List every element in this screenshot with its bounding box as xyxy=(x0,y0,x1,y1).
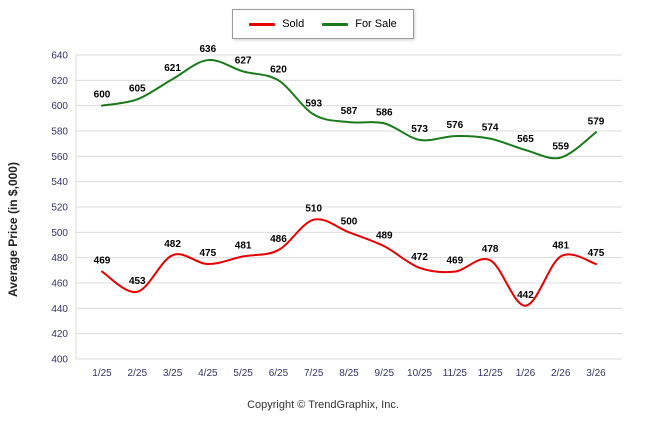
data-label: 586 xyxy=(376,107,393,118)
data-label: 574 xyxy=(482,123,499,134)
data-label: 510 xyxy=(305,204,322,215)
data-label: 478 xyxy=(482,244,499,255)
data-label: 475 xyxy=(588,248,605,259)
x-tick-label: 10/25 xyxy=(407,368,432,379)
data-label: 469 xyxy=(94,256,111,267)
x-tick-label: 2/25 xyxy=(128,368,148,379)
data-label: 469 xyxy=(447,256,464,267)
data-label: 565 xyxy=(517,134,534,145)
data-label: 587 xyxy=(341,106,358,117)
data-label: 621 xyxy=(164,63,181,74)
data-label: 576 xyxy=(447,120,464,131)
data-label: 627 xyxy=(235,55,252,66)
y-tick-label: 640 xyxy=(51,51,68,62)
data-label: 482 xyxy=(164,239,181,250)
plot-area: Average Price (in $,000) 400 420 440 460 480… xyxy=(0,39,646,391)
y-tick-label: 600 xyxy=(51,101,68,112)
data-label: 453 xyxy=(129,276,146,287)
y-tick-label: 580 xyxy=(51,127,68,138)
y-axis-title: Average Price (in $,000) xyxy=(6,162,20,297)
y-tick-label: 440 xyxy=(51,304,68,315)
x-tick-label: 6/25 xyxy=(269,368,289,379)
y-tick-label: 460 xyxy=(51,279,68,290)
y-tick-label: 560 xyxy=(51,152,68,163)
x-tick-label: 11/25 xyxy=(443,368,468,379)
line-chart: 400 420 440 460 480 500 520 540 560 580 600 620 640 1… xyxy=(51,44,622,379)
x-tick-label: 4/25 xyxy=(198,368,218,379)
data-label: 486 xyxy=(270,234,287,245)
y-tick-label: 540 xyxy=(51,177,68,188)
data-label: 636 xyxy=(200,44,217,55)
legend-line-sample xyxy=(322,22,349,26)
y-tick-label: 480 xyxy=(51,253,68,264)
data-label: 579 xyxy=(588,116,605,127)
data-label: 442 xyxy=(517,290,534,301)
data-label: 605 xyxy=(129,83,146,94)
data-label: 600 xyxy=(94,90,111,101)
x-tick-label: 5/25 xyxy=(233,368,253,379)
copyright-text: Copyright © TrendGraphix, Inc. xyxy=(247,399,399,411)
legend-line-sample xyxy=(249,22,276,26)
data-label: 481 xyxy=(552,240,569,251)
legend-item-sold: Sold xyxy=(249,18,304,30)
y-tick-label: 400 xyxy=(51,355,68,366)
legend-item-for-sale: For Sale xyxy=(322,18,397,30)
x-tick-label: 12/25 xyxy=(478,368,503,379)
data-label: 559 xyxy=(552,142,569,153)
x-tick-label: 2/26 xyxy=(551,368,571,379)
x-tick-label: 7/25 xyxy=(304,368,324,379)
chart-legend: Sold For Sale xyxy=(232,9,414,39)
legend-label: For Sale xyxy=(355,18,397,30)
x-tick-label: 1/25 xyxy=(92,368,112,379)
legend-row: Sold For Sale xyxy=(0,0,646,39)
y-tick-label: 500 xyxy=(51,228,68,239)
y-tick-label: 420 xyxy=(51,329,68,340)
data-label: 481 xyxy=(235,240,252,251)
data-label: 472 xyxy=(411,252,428,263)
legend-label: Sold xyxy=(282,18,305,30)
data-label: 500 xyxy=(341,216,358,227)
x-tick-label: 3/25 xyxy=(163,368,183,379)
x-tick-label: 3/26 xyxy=(586,368,606,379)
x-tick-label: 1/26 xyxy=(516,368,536,379)
y-tick-label: 520 xyxy=(51,203,68,214)
for-sale-line xyxy=(101,59,597,160)
data-label: 475 xyxy=(200,248,217,259)
data-label: 489 xyxy=(376,230,393,241)
sold-line xyxy=(101,218,597,307)
data-label: 593 xyxy=(305,99,322,110)
y-tick-label: 620 xyxy=(51,76,68,87)
data-label: 620 xyxy=(270,64,287,75)
x-tick-label: 9/25 xyxy=(375,368,395,379)
x-tick-label: 8/25 xyxy=(339,368,359,379)
data-label: 573 xyxy=(411,124,428,135)
